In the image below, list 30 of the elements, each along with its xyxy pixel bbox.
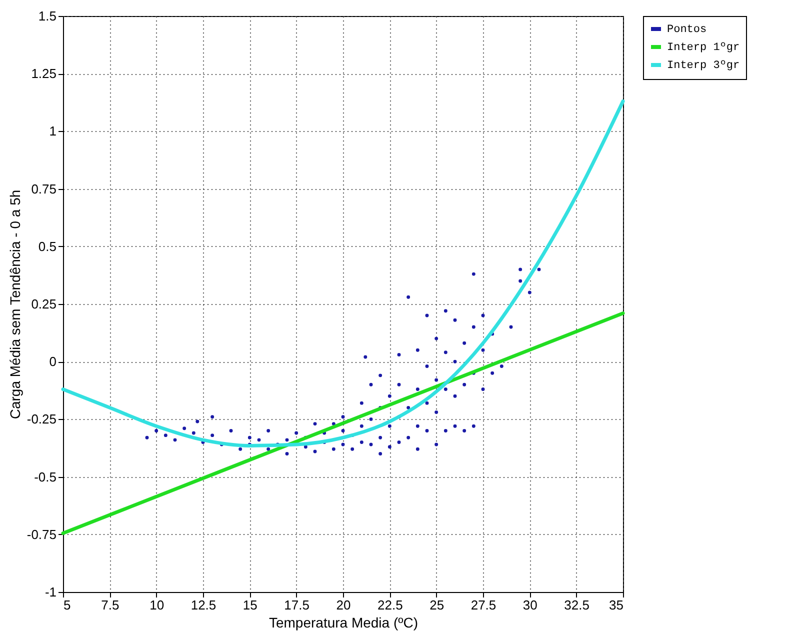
x-tick-label: 32.5 — [564, 598, 590, 612]
line-series — [61, 100, 625, 448]
legend-label: Pontos — [667, 24, 707, 36]
x-tick-label: 5 — [64, 598, 71, 612]
legend-label: Interp 3ºgr — [667, 60, 740, 72]
y-tick-label: -0.25 — [26, 412, 56, 427]
y-axis-title: Carga Média sem Tendência - 0 a 5h — [6, 190, 23, 420]
x-tick-label: 20 — [336, 598, 351, 612]
x-tick-label: 7.5 — [101, 598, 120, 612]
x-tick-label: 30 — [522, 598, 538, 612]
x-tick-label: 10 — [150, 598, 164, 612]
y-tick-label: 0.5 — [38, 238, 56, 254]
x-axis-title: Temperatura Media (ºC) — [268, 614, 418, 630]
y-tick-label: -0.5 — [34, 469, 56, 484]
x-tick-label: 17.5 — [284, 598, 310, 612]
x-tick-label: 35 — [609, 598, 624, 612]
x-tick-label: 25 — [430, 598, 444, 612]
y-tick-label: -0.75 — [26, 526, 56, 542]
x-tick-label: 12.5 — [190, 598, 216, 612]
y-tick-label: 0 — [49, 354, 56, 370]
x-tick-label: 15 — [242, 598, 258, 612]
y-tick-label: 0.75 — [31, 181, 56, 196]
y-tick-label: -1 — [44, 584, 56, 600]
x-tick-label: 22.5 — [378, 598, 403, 612]
x-tick-label: 27.5 — [470, 598, 496, 612]
legend-label: Interp 1ºgr — [667, 42, 740, 54]
y-tick-label: 1 — [49, 124, 56, 139]
y-tick-label: 1.5 — [38, 8, 56, 24]
y-tick-label: 0.25 — [31, 296, 56, 312]
y-tick-label: 1.25 — [31, 66, 56, 82]
